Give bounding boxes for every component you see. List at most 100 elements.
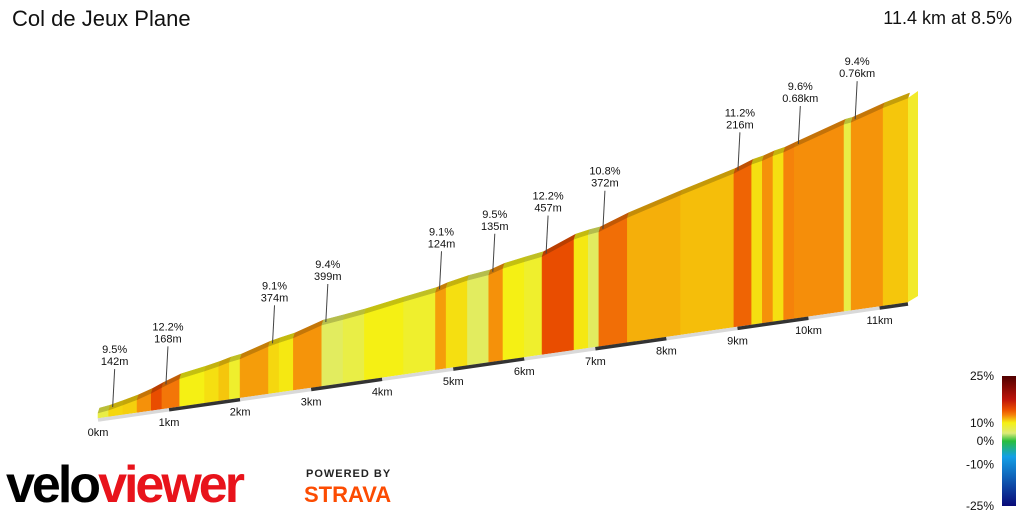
profile-segment <box>218 361 230 402</box>
profile-segment <box>733 163 752 328</box>
annotation-leader-line <box>439 251 442 290</box>
profile-end-cap <box>908 91 918 302</box>
profile-segment <box>772 151 784 322</box>
legend-tick-label: 0% <box>977 434 995 448</box>
legend-labels: 25% 10% 0% -10% -25% <box>966 369 994 512</box>
distance-axis: 0km 1km 2km 3km 4km 5km 6km 7km 8km 9km 10km 11km <box>88 315 893 439</box>
x-tick-label: 8km <box>656 346 677 358</box>
x-tick-label: 3km <box>301 396 322 408</box>
annotation-grade-label: 12.2% <box>532 191 563 203</box>
profile-segment <box>541 238 575 355</box>
profile-segment <box>524 256 543 358</box>
annotation-grade-label: 9.1% <box>262 280 287 292</box>
annotation-grade-label: 9.1% <box>429 226 454 238</box>
profile-segment <box>794 123 845 319</box>
profile-segment <box>627 194 681 343</box>
annotation-grade-label: 9.5% <box>102 344 127 356</box>
annotation-leader-line <box>492 233 496 272</box>
profile-segment <box>435 287 447 371</box>
annotation-leader-line <box>165 346 169 385</box>
strava-logo: STRAVA <box>304 482 392 507</box>
profile-segment <box>751 160 763 325</box>
profile-top-band <box>97 92 910 414</box>
logo-velo-text: velo <box>6 456 101 514</box>
baseline-km-band <box>666 326 738 341</box>
profile-segment <box>403 291 436 375</box>
annotation-length-label: 399m <box>314 271 342 283</box>
profile-segment <box>680 172 735 335</box>
baseline-km-band <box>595 336 667 351</box>
baseline-km-band <box>239 387 312 402</box>
annotation-leader-line <box>797 105 801 145</box>
profile-segment <box>762 155 774 324</box>
annotation-grade-label: 9.4% <box>845 56 870 68</box>
annotation-grade-label: 12.2% <box>152 321 183 333</box>
baseline-km-band <box>453 357 525 371</box>
gradient-legend: 25% 10% 0% -10% -25% <box>966 369 1016 512</box>
annotation-length-label: 216m <box>726 119 754 131</box>
baseline-km-band <box>97 408 170 422</box>
profile-segment <box>364 301 404 381</box>
profile-top-edge <box>882 92 910 109</box>
x-tick-label: 9km <box>727 335 748 347</box>
legend-tick-label: 25% <box>970 369 994 383</box>
profile-segment <box>268 342 280 394</box>
profile-segment <box>467 274 490 366</box>
annotation-length-label: 0.76km <box>839 68 875 80</box>
annotation-length-label: 457m <box>534 203 562 215</box>
legend-tick-label: 10% <box>970 416 994 430</box>
x-tick-label: 0km <box>88 427 109 439</box>
x-tick-label: 5km <box>443 376 464 388</box>
legend-color-bar <box>1002 376 1016 506</box>
annotation-length-label: 142m <box>101 356 129 368</box>
annotation-leader-line <box>272 305 276 344</box>
x-tick-label: 11km <box>867 315 893 327</box>
profile-segment <box>321 319 344 387</box>
profile-segment <box>573 234 589 351</box>
annotation-length-label: 0.68km <box>782 93 818 105</box>
logo-viewer-text: viewer <box>98 456 245 514</box>
profile-segment <box>229 358 241 400</box>
profile-segment <box>598 217 628 347</box>
profile-segment <box>587 231 600 349</box>
profile-segment <box>882 97 909 306</box>
annotation-grade-label: 10.8% <box>589 166 620 178</box>
annotation-grade-label: 9.5% <box>482 209 507 221</box>
profile-segment <box>783 146 795 321</box>
annotation-grade-label: 9.4% <box>315 259 340 271</box>
baseline-km-band <box>524 347 596 361</box>
powered-by-label: POWERED BY <box>306 468 392 480</box>
annotation-length-label: 168m <box>154 333 182 345</box>
baseline-km-band <box>737 316 809 331</box>
legend-tick-label: -10% <box>966 457 994 471</box>
annotation-length-label: 374m <box>261 292 289 304</box>
annotation-leader-line <box>602 190 606 229</box>
baseline-km-band <box>879 302 909 310</box>
veloviewer-logo: veloviewer <box>6 455 245 514</box>
annotation-leader-line <box>854 81 858 120</box>
baseline-km-band <box>168 397 241 412</box>
elevation-profile-chart: 0km 1km 2km 3km 4km 5km 6km 7km 8km 9km 10km 11km 9… <box>88 56 918 439</box>
x-tick-label: 6km <box>514 366 535 378</box>
profile-segment <box>843 121 852 312</box>
profile-segment <box>502 261 525 361</box>
page-title: Col de Jeux Plane <box>12 6 191 31</box>
profile-segment <box>850 107 884 311</box>
annotation-length-label: 372m <box>591 178 619 190</box>
profile-segment <box>342 313 365 384</box>
annotation-leader-line <box>112 369 116 408</box>
annotation-grade-label: 9.6% <box>788 81 813 93</box>
annotation-leader-line <box>737 132 741 171</box>
profile-segment <box>278 337 294 393</box>
baseline-km-band <box>381 367 454 382</box>
baseline-km-band <box>808 306 880 320</box>
annotation-length-label: 124m <box>428 238 456 250</box>
distance-baseline <box>97 302 909 422</box>
x-tick-label: 4km <box>372 386 393 398</box>
baseline-km-band <box>310 377 383 392</box>
x-tick-label: 1km <box>159 417 180 429</box>
x-tick-label: 10km <box>795 325 822 337</box>
x-tick-label: 2km <box>230 407 251 419</box>
profile-segments <box>97 91 918 419</box>
climb-summary: 11.4 km at 8.5% <box>883 8 1012 28</box>
